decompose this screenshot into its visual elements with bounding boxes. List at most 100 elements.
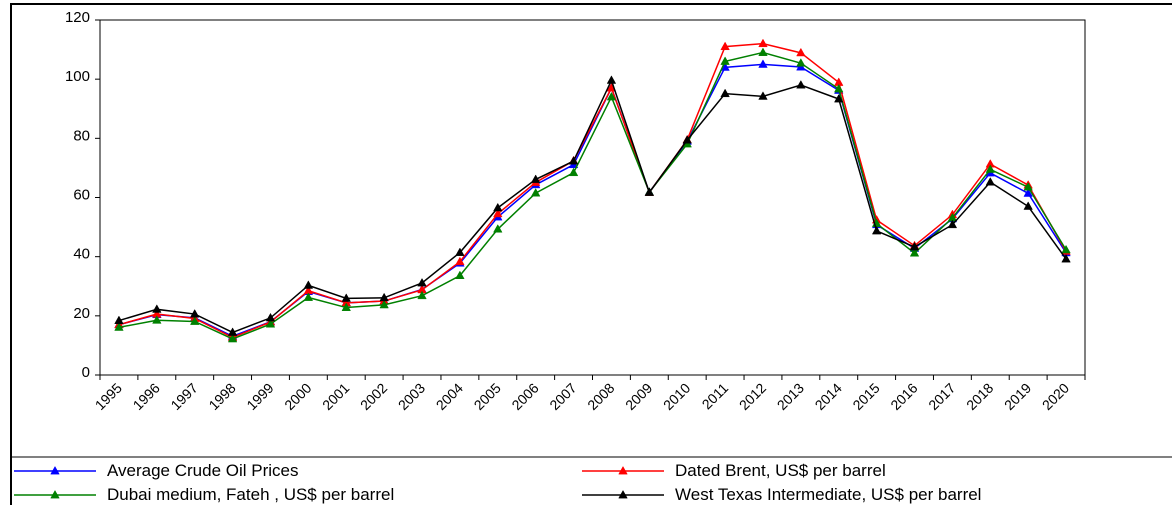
x-tick-label: 2003 (395, 380, 428, 413)
data-point (758, 38, 768, 48)
series-lines (114, 38, 1071, 343)
legend-label: West Texas Intermediate, US$ per barrel (675, 485, 981, 504)
x-tick-label: 2007 (546, 380, 579, 413)
data-point (796, 80, 806, 89)
legend-label: Dubai medium, Fateh , US$ per barrel (107, 485, 394, 504)
data-point (455, 256, 465, 266)
data-point (455, 270, 465, 279)
x-tick-label: 2020 (1039, 380, 1072, 413)
data-point (227, 333, 238, 343)
data-point (758, 47, 768, 56)
data-point (190, 309, 200, 318)
data-point (1023, 188, 1033, 197)
x-tick-label: 2019 (1001, 380, 1034, 413)
x-tick-label: 2004 (433, 380, 466, 413)
y-tick-label: 80 (73, 127, 90, 144)
x-tick-label: 2014 (812, 380, 845, 413)
data-point (909, 248, 920, 257)
x-tick-label: 2002 (357, 380, 390, 413)
series-3 (114, 75, 1071, 336)
x-tick-label: 1997 (167, 380, 200, 413)
data-point (530, 174, 541, 183)
data-point (493, 224, 503, 233)
x-tick-label: 2008 (584, 380, 617, 413)
data-point (379, 299, 389, 309)
data-point (227, 327, 238, 336)
chart: 0 20 40 60 80 100 120 1995 1996 1997 1998 1999 2000… (12, 9, 1172, 504)
data-point (606, 75, 617, 84)
x-tick-label: 1995 (92, 380, 125, 413)
data-point (796, 58, 806, 67)
chart-frame: 0 20 40 60 80 100 120 1995 1996 1997 1998 1999 2000… (10, 3, 1172, 505)
legend-marker (618, 489, 628, 499)
x-tick-label: 1998 (205, 380, 238, 413)
data-point (720, 41, 730, 51)
x-tick-label: 2013 (774, 380, 807, 413)
data-point (379, 292, 389, 302)
data-point (341, 302, 351, 311)
data-point (796, 47, 806, 57)
data-point (455, 247, 465, 256)
legend-label: Dated Brent, US$ per barrel (675, 461, 886, 480)
data-point (265, 312, 276, 322)
data-point (303, 280, 314, 289)
data-point (530, 188, 541, 197)
x-tick-label: 2006 (508, 380, 541, 413)
x-tick-label: 2009 (622, 380, 655, 413)
x-tick-label: 2018 (963, 380, 996, 413)
x-tick-label: 2000 (281, 380, 314, 413)
data-point (303, 292, 314, 301)
x-axis: 1995 1996 1997 1998 1999 2000 2001 2002 2003 2004… (92, 375, 1086, 413)
data-point (190, 316, 200, 325)
x-tick-label: 2005 (471, 380, 504, 413)
y-tick-label: 20 (73, 305, 90, 322)
legend-item: Dubai medium, Fateh , US$ per barrel (14, 485, 394, 504)
legend-marker (50, 465, 60, 475)
series-2 (114, 47, 1071, 343)
data-point (1061, 244, 1071, 254)
legend-marker (618, 465, 628, 475)
series-line (118, 51, 1067, 340)
series-line (118, 78, 1067, 334)
y-tick-label: 120 (65, 9, 90, 26)
y-axis: 0 20 40 60 80 100 120 (65, 9, 100, 381)
x-tick-label: 2016 (887, 380, 920, 413)
data-point (909, 241, 920, 251)
legend-item: West Texas Intermediate, US$ per barrel (582, 485, 981, 504)
data-point (152, 315, 162, 324)
data-point (985, 177, 995, 186)
data-point (947, 219, 958, 229)
legend-item: Average Crude Oil Prices (14, 461, 299, 480)
data-point (1061, 254, 1071, 263)
x-tick-label: 2001 (319, 380, 352, 413)
data-point (341, 293, 351, 302)
data-point (758, 91, 768, 100)
data-point (720, 56, 730, 65)
data-point (682, 135, 692, 144)
data-point (568, 167, 579, 177)
y-tick-label: 0 (82, 364, 90, 381)
x-tick-label: 2015 (849, 380, 882, 413)
series-line (118, 42, 1067, 339)
data-point (834, 83, 844, 93)
plot-area (99, 19, 1086, 376)
x-tick-label: 1996 (130, 380, 163, 413)
data-point (1023, 182, 1033, 191)
legend-label: Average Crude Oil Prices (107, 461, 299, 480)
data-point (834, 93, 844, 103)
x-tick-label: 2012 (736, 380, 769, 413)
data-point (114, 315, 124, 324)
data-point (720, 88, 730, 98)
legend-marker (50, 489, 60, 499)
data-point (417, 290, 427, 300)
data-point (871, 225, 882, 235)
legend: Average Crude Oil Prices Dated Brent, US$… (12, 456, 1172, 504)
x-tick-label: 1999 (243, 380, 276, 413)
data-point (265, 319, 276, 328)
data-point (114, 322, 124, 331)
data-point (568, 156, 579, 165)
data-point (985, 164, 995, 173)
y-tick-label: 40 (73, 246, 90, 263)
data-point (417, 277, 427, 287)
data-point (493, 208, 503, 218)
